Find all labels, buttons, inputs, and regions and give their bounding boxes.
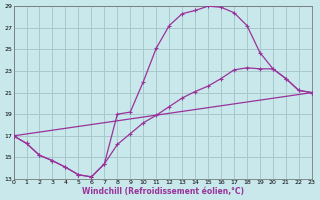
X-axis label: Windchill (Refroidissement éolien,°C): Windchill (Refroidissement éolien,°C) <box>82 187 244 196</box>
